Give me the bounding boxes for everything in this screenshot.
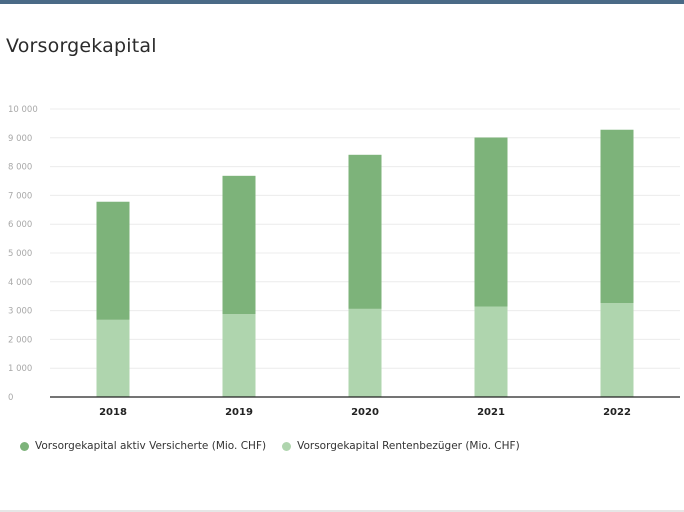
- legend-label-aktiv-versicherte: Vorsorgekapital aktiv Versicherte (Mio. …: [35, 440, 267, 452]
- y-tick-label: 9 000: [8, 134, 32, 144]
- legend-item-aktiv-versicherte[interactable]: Vorsorgekapital aktiv Versicherte (Mio. …: [20, 440, 266, 452]
- chart-title: Vorsorgekapital: [6, 35, 157, 57]
- bar-aktiv-versicherte-2020[interactable]: [348, 154, 382, 309]
- stacked-bar-chart: 0 1 000 2 000 3 000 4 000 5 000 6 000 7 000 8 00…: [8, 105, 680, 418]
- y-tick-label: 1 000: [8, 364, 32, 374]
- y-tick-label: 4 000: [8, 278, 32, 288]
- y-tick-label: 10 000: [8, 105, 38, 115]
- bar-aktiv-versicherte-2018[interactable]: [96, 201, 130, 320]
- y-tick-label: 3 000: [8, 307, 32, 317]
- bar-aktiv-versicherte-2019[interactable]: [222, 175, 256, 315]
- y-tick-label: 5 000: [8, 249, 32, 259]
- legend-marker-rentenbezueger: [282, 441, 292, 451]
- legend-item-rentenbezueger[interactable]: Vorsorgekapital Rentenbezüger (Mio. CHF): [282, 440, 520, 452]
- x-tick-label: 2019: [225, 407, 253, 418]
- bars: [96, 129, 634, 397]
- bar-rentenbezueger-2022[interactable]: [600, 303, 634, 397]
- x-axis-ticks: 2018 2019 2020 2021 2022: [99, 407, 631, 418]
- x-tick-label: 2018: [99, 407, 127, 418]
- legend-marker-aktiv-versicherte: [20, 441, 29, 451]
- legend: Vorsorgekapital aktiv Versicherte (Mio. …: [20, 440, 536, 452]
- x-tick-label: 2022: [603, 407, 631, 418]
- bar-aktiv-versicherte-2022[interactable]: [600, 129, 634, 304]
- bar-aktiv-versicherte-2021[interactable]: [474, 137, 508, 307]
- y-tick-label: 7 000: [8, 191, 32, 201]
- y-tick-label: 6 000: [8, 220, 32, 230]
- y-axis-ticks: 0 1 000 2 000 3 000 4 000 5 000 6 000 7 000 8 00…: [8, 105, 38, 403]
- y-tick-label: 8 000: [8, 163, 32, 173]
- x-tick-label: 2021: [477, 407, 505, 418]
- y-tick-label: 0: [8, 393, 13, 403]
- legend-label-rentenbezueger: Vorsorgekapital Rentenbezüger (Mio. CHF): [297, 440, 520, 452]
- y-tick-label: 2 000: [8, 335, 32, 345]
- bar-rentenbezueger-2019[interactable]: [222, 314, 256, 397]
- bar-rentenbezueger-2020[interactable]: [348, 308, 382, 397]
- x-tick-label: 2020: [351, 407, 379, 418]
- bar-rentenbezueger-2018[interactable]: [96, 319, 130, 397]
- bar-rentenbezueger-2021[interactable]: [474, 306, 508, 397]
- card-bottom-border: [0, 510, 684, 512]
